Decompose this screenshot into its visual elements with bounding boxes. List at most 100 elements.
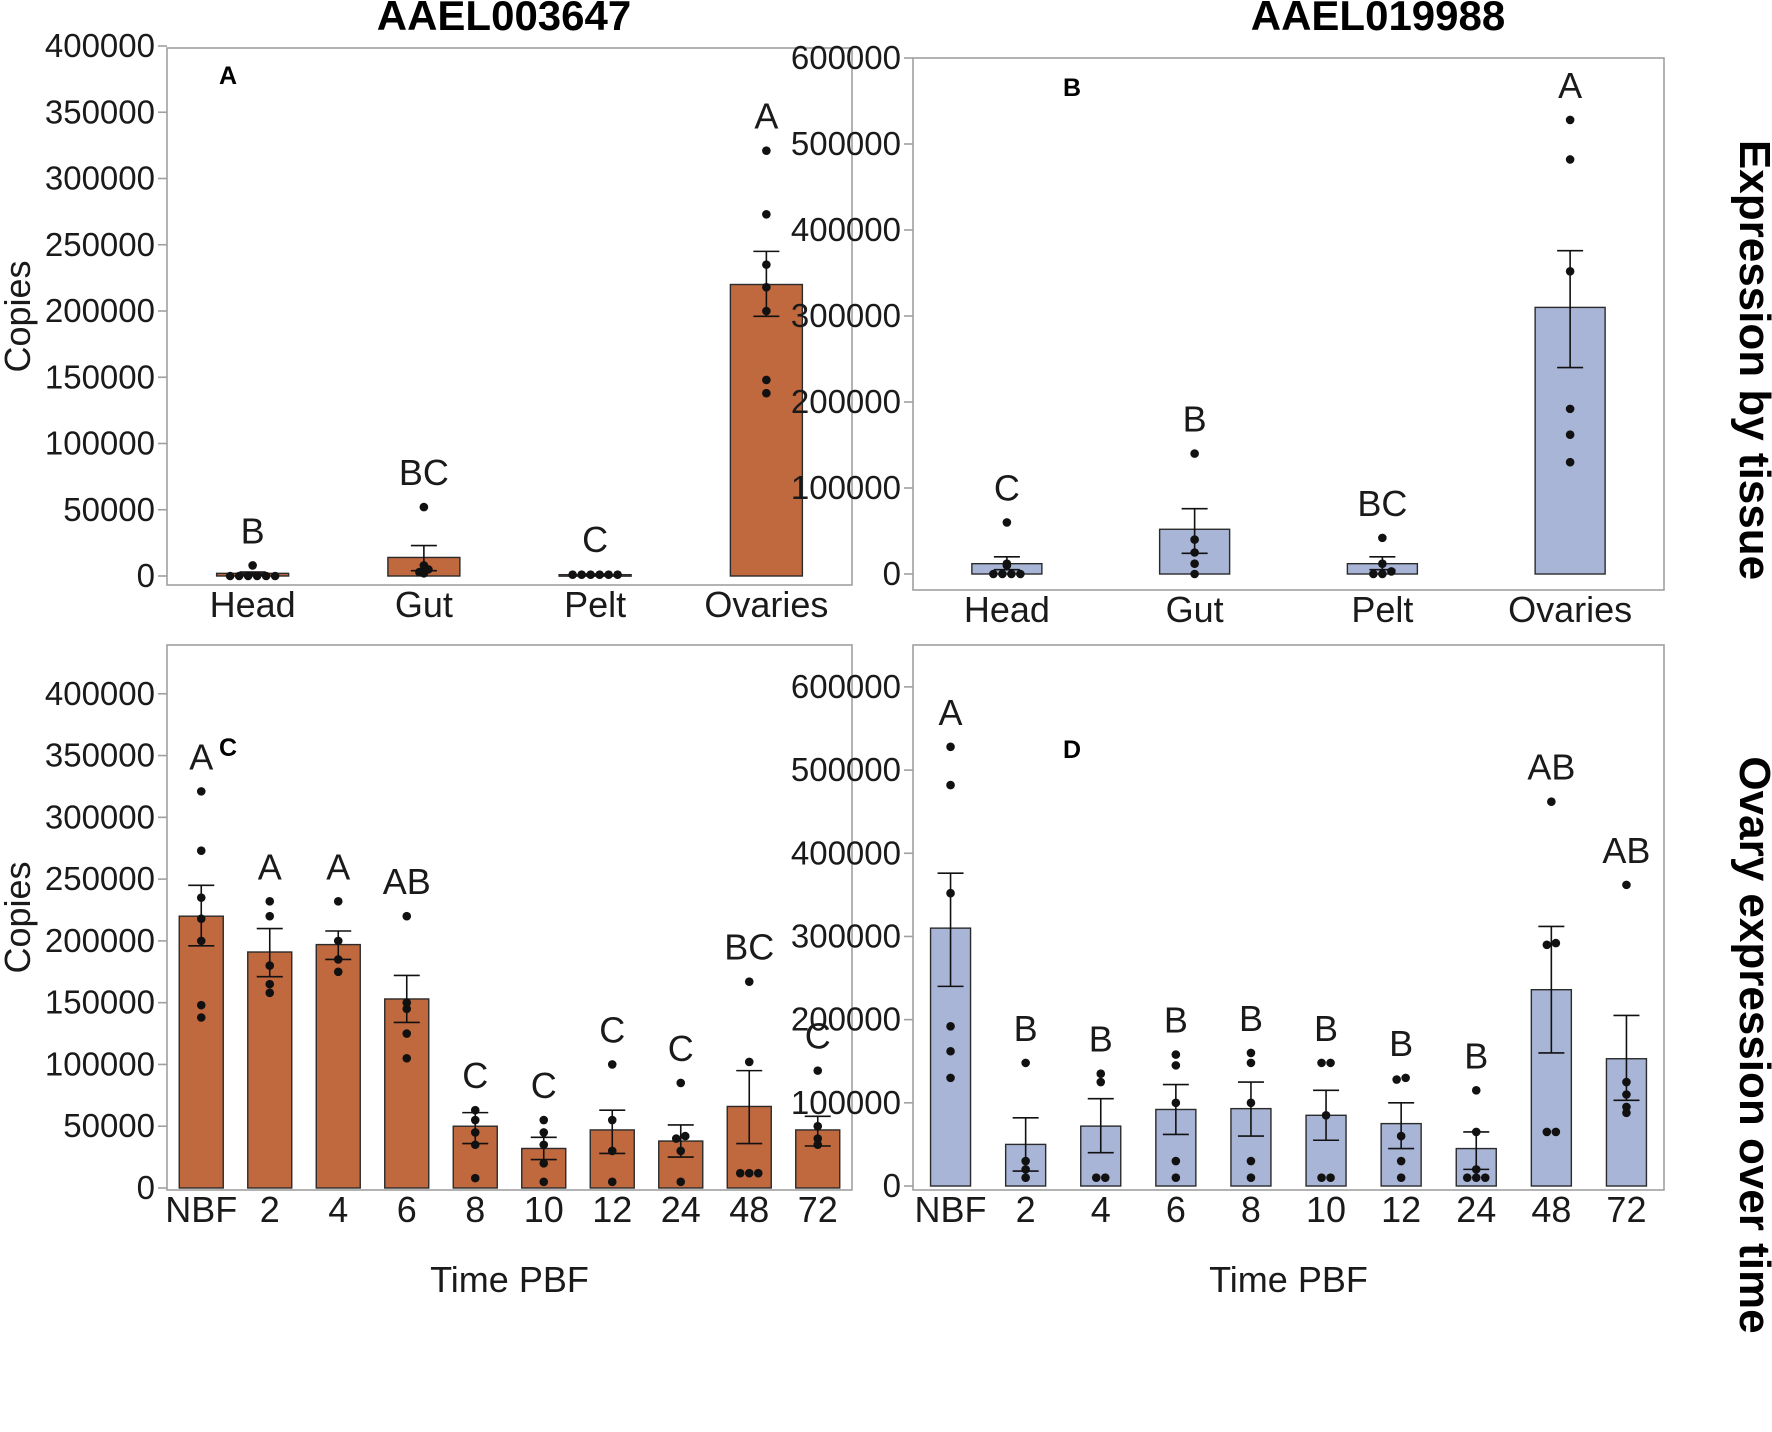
y-tick-label: 500000 bbox=[791, 751, 901, 788]
data-point bbox=[539, 1140, 549, 1150]
data-point bbox=[196, 936, 206, 946]
x-tick-label: 8 bbox=[1241, 1189, 1261, 1230]
column-title-right: AAEL019988 bbox=[1251, 0, 1505, 39]
data-point bbox=[1622, 1102, 1631, 1112]
plot-frame bbox=[912, 644, 1665, 1191]
x-tick-label: 2 bbox=[260, 1189, 280, 1230]
significance-letter: B bbox=[241, 510, 265, 551]
significance-letter: B bbox=[1014, 1008, 1038, 1049]
data-point bbox=[744, 1057, 754, 1067]
data-point bbox=[1396, 1131, 1406, 1141]
data-point bbox=[1542, 940, 1552, 950]
data-point bbox=[402, 1004, 412, 1014]
data-point bbox=[1396, 1156, 1406, 1166]
data-point bbox=[539, 1177, 549, 1187]
data-point bbox=[762, 260, 771, 269]
data-point bbox=[1190, 548, 1199, 557]
data-point bbox=[1171, 1098, 1181, 1108]
data-point bbox=[946, 1046, 955, 1056]
data-point bbox=[1622, 1090, 1631, 1099]
y-tick-label: 50000 bbox=[63, 1107, 155, 1144]
y-tick-label: 200000 bbox=[45, 922, 155, 959]
data-point bbox=[1547, 797, 1556, 806]
significance-letter: A bbox=[754, 96, 778, 137]
data-point bbox=[1378, 533, 1387, 543]
y-tick-label: 0 bbox=[137, 557, 155, 594]
data-point bbox=[1471, 1127, 1481, 1137]
panel-c: 0 50000 100000 150000 200000 250000 300000 3500… bbox=[0, 644, 853, 1300]
data-point bbox=[196, 1000, 206, 1010]
significance-letter: C bbox=[805, 1016, 831, 1057]
y-tick-label: 50000 bbox=[63, 491, 155, 528]
data-point bbox=[1317, 1173, 1326, 1182]
data-point bbox=[470, 1140, 480, 1150]
data-point bbox=[539, 1115, 549, 1125]
panel-b: 0100000200000300000400000500000600000BCH… bbox=[791, 39, 1665, 630]
data-point bbox=[671, 1134, 681, 1143]
y-tick-label: 200000 bbox=[791, 1001, 901, 1038]
data-point bbox=[762, 375, 771, 385]
y-axis-title: Copies bbox=[0, 861, 38, 973]
data-point bbox=[234, 571, 244, 581]
y-tick-label: 500000 bbox=[791, 125, 901, 162]
significance-letter: B bbox=[1164, 1000, 1188, 1041]
panel-label: B bbox=[1063, 74, 1081, 102]
y-tick-label: 300000 bbox=[791, 917, 901, 954]
significance-letter: C bbox=[582, 519, 608, 560]
data-point bbox=[402, 911, 412, 921]
bar bbox=[315, 943, 361, 1189]
data-point bbox=[1565, 115, 1575, 125]
data-point bbox=[1096, 1077, 1106, 1087]
y-tick-label: 100000 bbox=[45, 1045, 155, 1082]
data-point bbox=[265, 961, 275, 970]
plot-frame bbox=[166, 644, 853, 1191]
data-point bbox=[1190, 449, 1199, 458]
data-point bbox=[248, 561, 257, 570]
x-tick-label: 48 bbox=[1531, 1189, 1571, 1230]
x-tick-label: 72 bbox=[798, 1189, 838, 1230]
data-point bbox=[470, 1115, 480, 1125]
x-tick-label: 10 bbox=[524, 1189, 564, 1230]
data-point bbox=[1246, 1173, 1256, 1182]
significance-letter: BC bbox=[1357, 483, 1407, 524]
data-point bbox=[1246, 1058, 1256, 1068]
x-tick-label: Gut bbox=[395, 584, 453, 625]
data-point bbox=[1471, 1086, 1481, 1095]
data-point bbox=[196, 787, 206, 796]
data-point bbox=[265, 897, 275, 906]
y-tick-label: 250000 bbox=[45, 226, 155, 263]
data-point bbox=[1565, 404, 1575, 414]
data-point bbox=[1326, 1058, 1335, 1068]
data-point bbox=[539, 1158, 549, 1168]
data-point bbox=[1016, 569, 1025, 579]
data-point bbox=[1091, 1173, 1101, 1182]
data-point bbox=[595, 570, 604, 579]
x-tick-label: 24 bbox=[661, 1189, 701, 1230]
x-tick-label: Head bbox=[964, 589, 1050, 630]
data-point bbox=[1096, 1069, 1106, 1079]
data-point bbox=[744, 1168, 754, 1178]
significance-letter: AB bbox=[1527, 747, 1575, 788]
bar bbox=[729, 283, 804, 577]
bar bbox=[178, 915, 224, 1189]
x-tick-label: 48 bbox=[729, 1189, 769, 1230]
plot-frame bbox=[166, 47, 853, 586]
data-point bbox=[419, 502, 429, 512]
significance-letter: B bbox=[1089, 1019, 1113, 1060]
data-point bbox=[613, 570, 622, 579]
data-point bbox=[1190, 569, 1199, 579]
data-point bbox=[1021, 1156, 1030, 1166]
significance-letter: B bbox=[1389, 1023, 1413, 1064]
y-tick-label: 350000 bbox=[45, 93, 155, 130]
panel-a: 0 50000 100000 150000 200000 250000 300000 3500… bbox=[0, 27, 853, 625]
data-point bbox=[1246, 1156, 1256, 1166]
data-point bbox=[333, 897, 343, 906]
data-point bbox=[402, 1029, 412, 1038]
data-point bbox=[813, 1140, 823, 1150]
data-point bbox=[813, 1066, 823, 1075]
data-point bbox=[1321, 1110, 1331, 1120]
data-point bbox=[586, 570, 595, 579]
y-tick-label: 300000 bbox=[45, 798, 155, 835]
y-tick-label: 0 bbox=[137, 1169, 155, 1206]
